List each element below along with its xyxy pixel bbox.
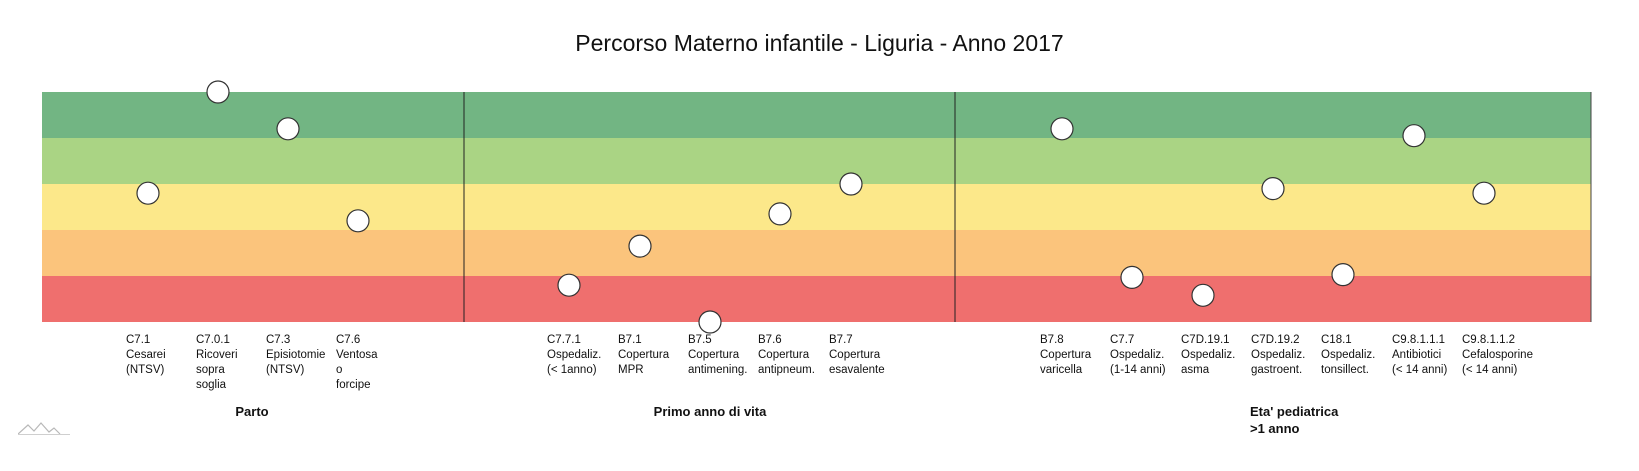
indicator-label: B7.5 Copertura antimening. bbox=[688, 334, 748, 376]
indicator-point[interactable] bbox=[276, 117, 300, 141]
indicator-label: C7.0.1 Ricoveri sopra soglia bbox=[196, 334, 238, 391]
group-label: Eta' pediatrica >1 anno bbox=[1250, 404, 1339, 436]
indicator-label: C7.7 Ospedaliz. (1-14 anni) bbox=[1110, 334, 1166, 376]
indicator-point[interactable] bbox=[346, 209, 370, 233]
indicator-point[interactable] bbox=[1402, 124, 1426, 148]
indicator-point[interactable] bbox=[839, 172, 863, 196]
indicator-point[interactable] bbox=[557, 273, 581, 297]
indicator-point[interactable] bbox=[1191, 283, 1215, 307]
indicator-point[interactable] bbox=[206, 80, 230, 104]
indicator-label: C7.1 Cesarei (NTSV) bbox=[126, 334, 166, 376]
indicator-point[interactable] bbox=[768, 202, 792, 226]
performance-band-1 bbox=[42, 92, 1591, 138]
chart-title: Percorso Materno infantile - Liguria - A… bbox=[575, 30, 1064, 56]
indicator-point[interactable] bbox=[1472, 181, 1496, 205]
indicator-label: B7.1 Copertura MPR bbox=[618, 334, 670, 376]
performance-band-3 bbox=[42, 184, 1591, 230]
group-label: Parto bbox=[235, 404, 269, 419]
group-label: Primo anno di vita bbox=[653, 404, 767, 419]
indicator-label: B7.7 Copertura esavalente bbox=[829, 334, 885, 376]
indicator-label: C7D.19.2 Ospedaliz. gastroent. bbox=[1251, 334, 1306, 376]
indicator-label: C18.1 Ospedaliz. tonsillect. bbox=[1321, 334, 1376, 376]
performance-band-2 bbox=[42, 138, 1591, 184]
indicator-point[interactable] bbox=[1261, 177, 1285, 201]
indicator-label: C7D.19.1 Ospedaliz. asma bbox=[1181, 334, 1236, 376]
performance-band-5 bbox=[42, 276, 1591, 322]
indicator-label: C7.7.1 Ospedaliz. (< 1anno) bbox=[547, 334, 602, 376]
indicator-label: C7.6 Ventosa o forcipe bbox=[336, 334, 378, 391]
performance-band-4 bbox=[42, 230, 1591, 276]
indicator-point[interactable] bbox=[1050, 117, 1074, 141]
indicator-label: C7.3 Episiotomie (NTSV) bbox=[266, 334, 326, 376]
mountains-logo-icon bbox=[18, 422, 70, 435]
indicator-point[interactable] bbox=[136, 181, 160, 205]
indicator-point[interactable] bbox=[698, 310, 722, 334]
indicator-label: C9.8.1.1.1 Antibiotici (< 14 anni) bbox=[1392, 334, 1448, 376]
indicator-point[interactable] bbox=[628, 234, 652, 258]
indicator-label: B7.6 Copertura antipneum. bbox=[758, 334, 815, 376]
indicator-point[interactable] bbox=[1120, 265, 1144, 289]
indicator-point[interactable] bbox=[1331, 263, 1355, 287]
indicator-label: C9.8.1.1.2 Cefalosporine (< 14 anni) bbox=[1462, 334, 1533, 376]
indicator-label: B7.8 Copertura varicella bbox=[1040, 334, 1092, 376]
